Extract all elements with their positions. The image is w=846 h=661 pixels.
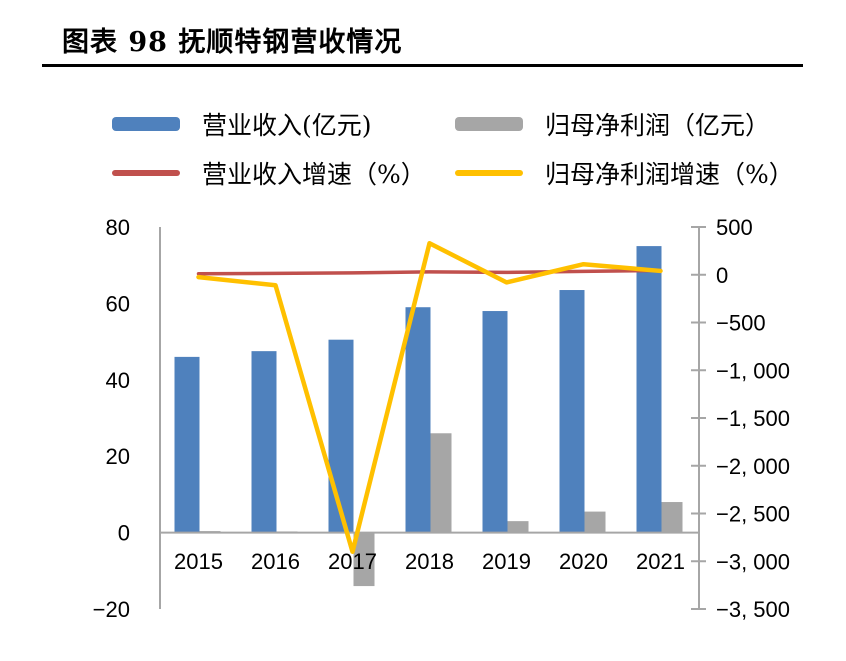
net-profit-growth-line-swatch [455,170,523,176]
net-profit-bar [584,511,606,533]
right-axis-tick-label: −3, 000 [716,549,790,574]
left-axis-tick-label: −20 [93,597,130,622]
legend-item-net-profit-growth: 归母净利润增速（%） [455,157,794,189]
net-profit-growth-line [196,240,663,554]
legend-label-net-profit-growth: 归母净利润增速（%） [545,160,794,189]
x-tick-label: 2021 [636,549,685,574]
left-axis-tick-label: 40 [106,368,130,393]
x-tick-label: 2018 [405,549,454,574]
x-tick-label: 2019 [482,549,531,574]
legend-item-revenue-growth: 营业收入增速（%） [112,157,426,189]
right-axis-tick-label: −3, 500 [716,597,790,622]
net-profit-bar [661,502,683,533]
x-tick-label: 2015 [174,549,223,574]
legend-label-revenue-growth: 营业收入增速（%） [202,160,426,189]
right-axis-tick-label: −1, 500 [716,406,790,431]
right-axis-tick-label: −500 [716,311,766,336]
revenue-bar [251,351,277,533]
x-tick-label: 2020 [559,549,608,574]
net-profit-bar [507,521,529,533]
net-profit-bar [430,433,452,533]
revenue-growth-line-swatch [112,170,180,176]
right-axis-tick-label: −2, 500 [716,502,790,527]
revenue-growth-line [196,268,663,276]
left-axis-tick-label: 60 [106,291,130,316]
left-axis-tick-label: 0 [118,521,130,546]
legend-item-net-profit: 归母净利润（亿元） [455,108,770,140]
x-tick-label: 2016 [251,549,300,574]
legend-item-revenue: 营业收入(亿元) [112,108,372,140]
right-axis-tick-label: 0 [716,263,728,288]
revenue-bar-swatch [112,117,180,131]
revenue-bar [405,307,431,533]
revenue-bar [328,339,354,533]
title-underline [42,64,803,67]
net-profit-bar-swatch [455,117,523,131]
legend-label-net-profit: 归母净利润（亿元） [545,111,771,140]
left-axis-tick-label: 80 [106,215,130,240]
revenue-bar [636,246,662,533]
revenue-bar [559,290,585,533]
legend-label-revenue: 营业收入(亿元) [202,111,372,140]
net-profit-bar [353,532,375,587]
right-axis-tick-label: 500 [716,215,753,240]
left-axis-tick-label: 20 [106,444,130,469]
revenue-bar [174,356,200,533]
right-axis-tick-label: −2, 000 [716,454,790,479]
figure-title: 图表 98 抚顺特钢营收情况 [62,27,403,58]
right-axis-tick-label: −1, 000 [716,358,790,383]
revenue-bar [482,311,508,533]
